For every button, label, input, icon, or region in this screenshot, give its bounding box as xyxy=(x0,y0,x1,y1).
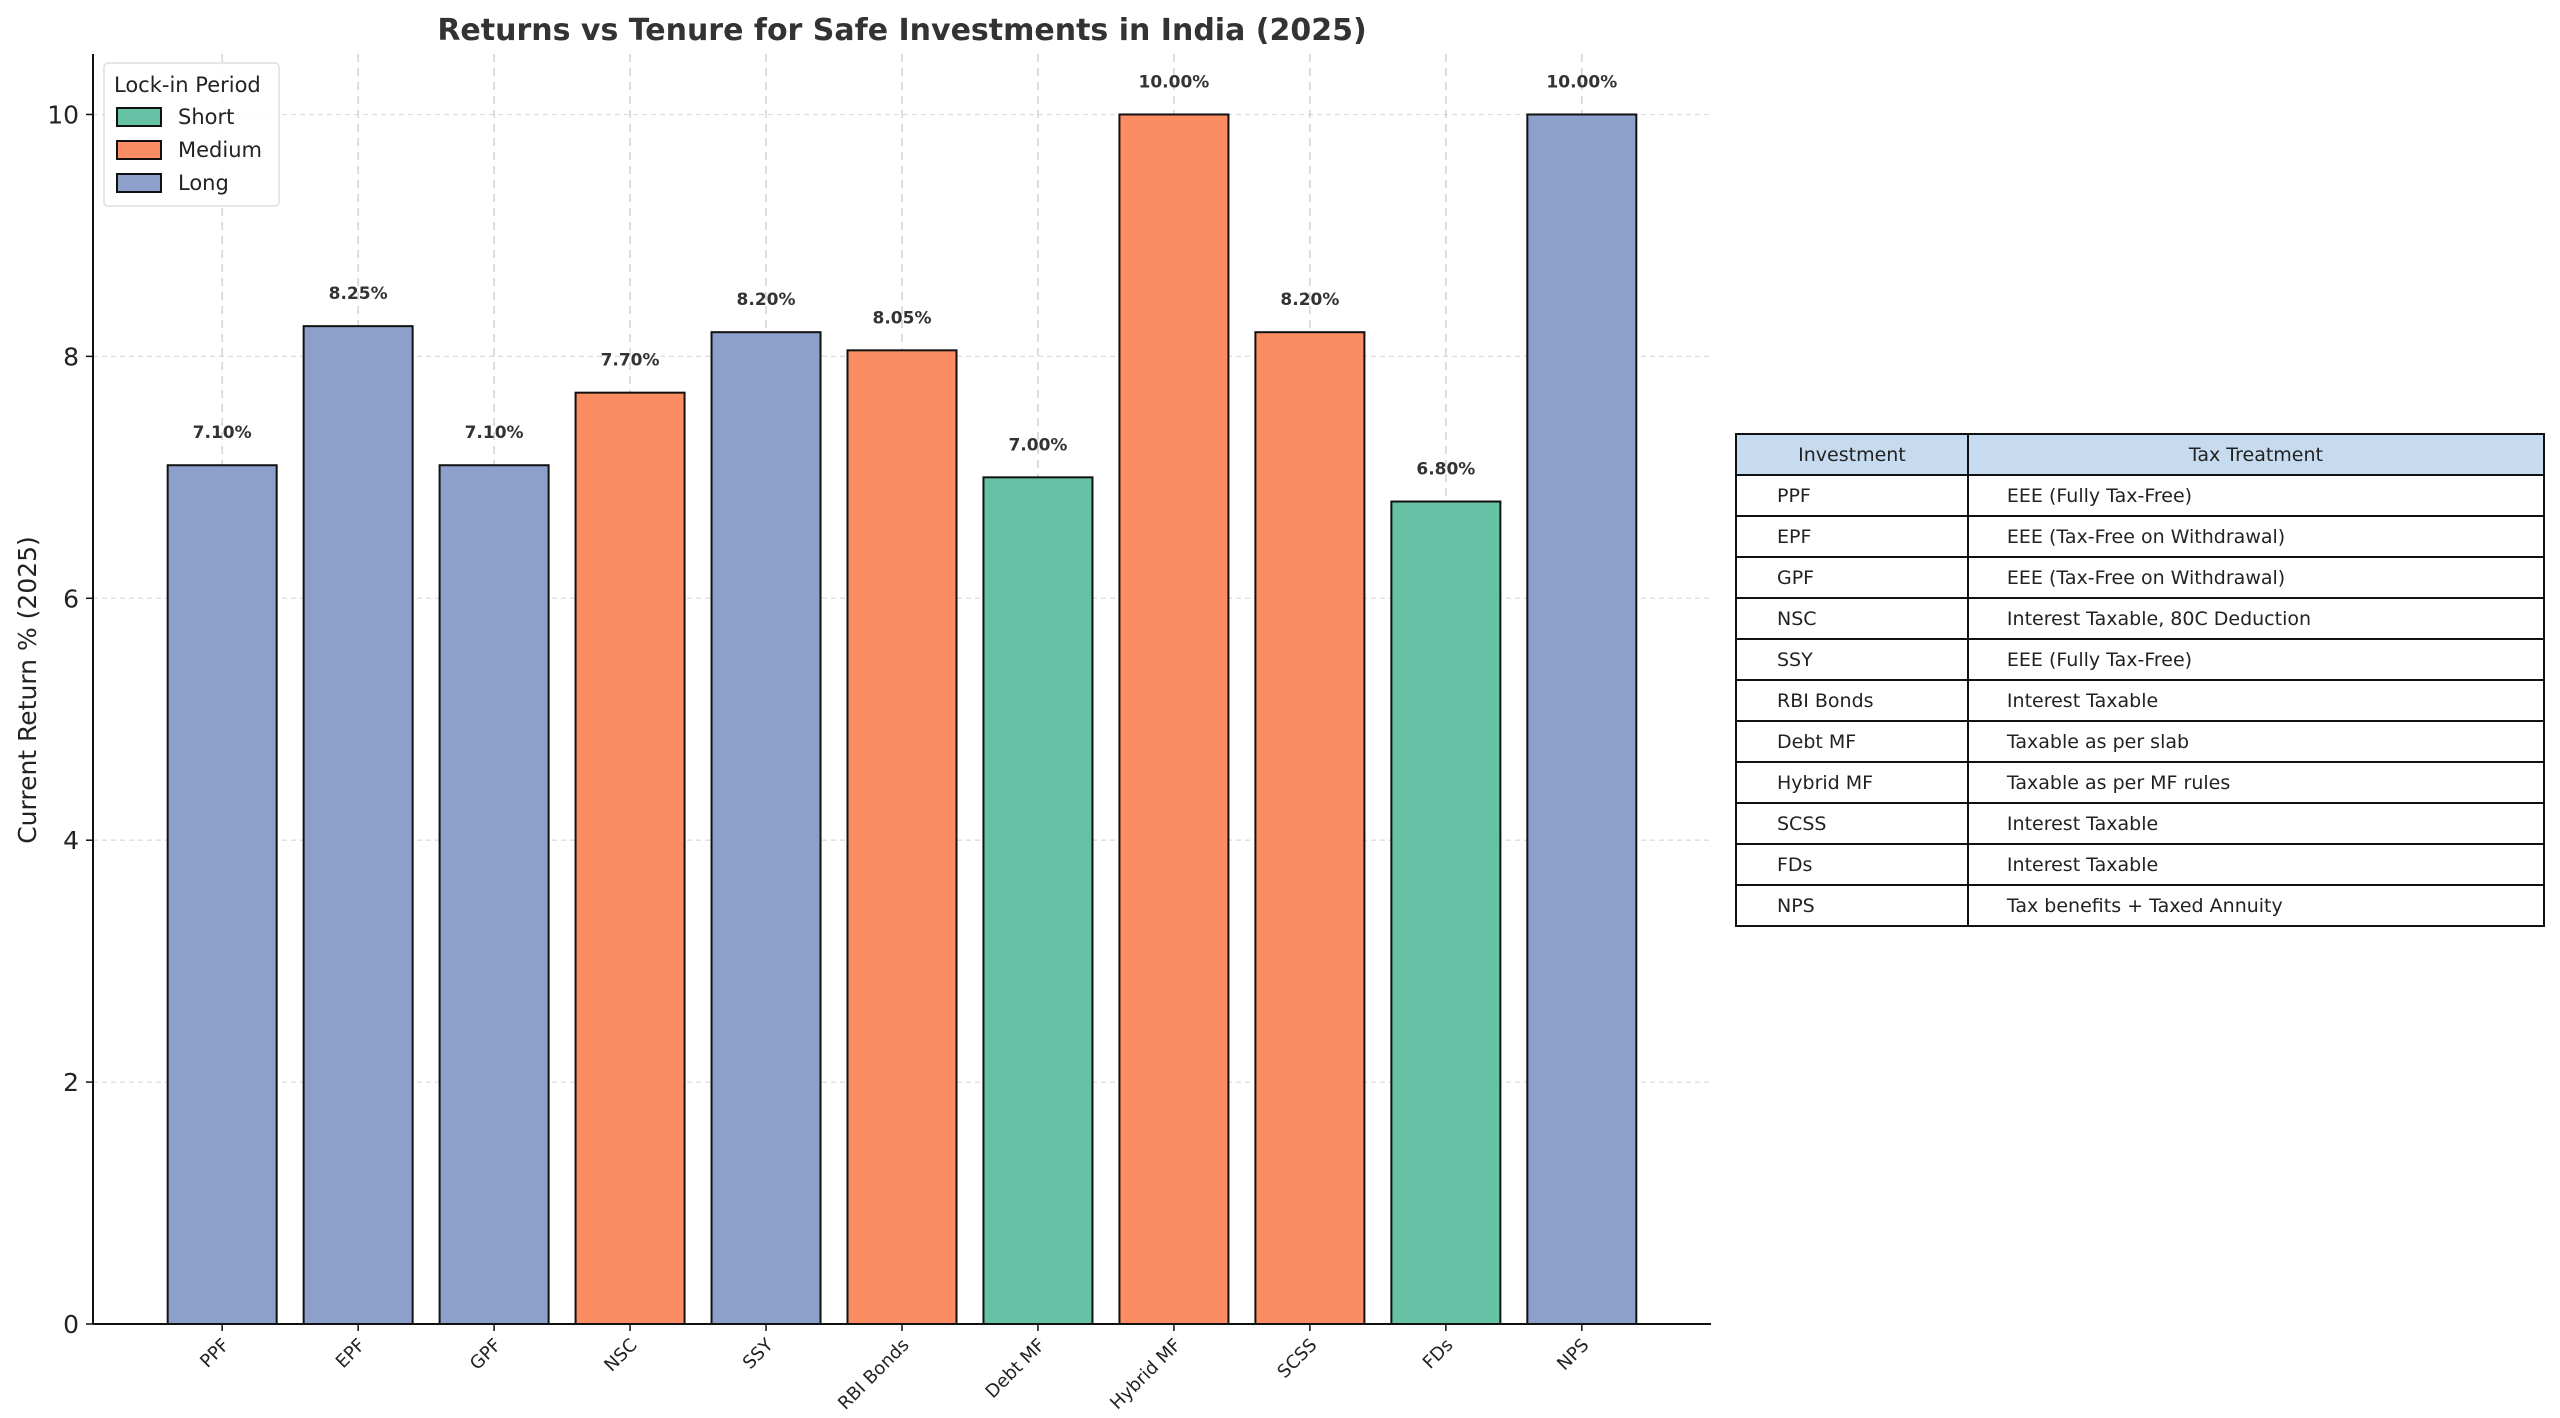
cell-tax-treatment: EEE (Tax-Free on Withdrawal) xyxy=(1966,515,2546,558)
bar-epf xyxy=(302,325,414,1325)
y-tick-label: 6 xyxy=(63,584,79,613)
table-row: Hybrid MF Taxable as per MF rules xyxy=(1735,761,2546,804)
data-label: 10.00% xyxy=(1546,72,1617,92)
legend-box xyxy=(103,62,280,207)
header-investment: Investment xyxy=(1735,433,1969,476)
header-tax-treatment: Tax Treatment xyxy=(1966,433,2546,476)
bar-chart: 7.10% PPF 8.25% EPF 7.10% GPF 7.70% NSC 8.20% SSY… xyxy=(13,13,1711,1415)
legend-label-long: Long xyxy=(178,171,229,195)
table-row: SCSS Interest Taxable xyxy=(1735,802,2546,845)
bar-rbi-bonds xyxy=(846,349,958,1326)
table-row: FDs Interest Taxable xyxy=(1735,843,2546,886)
cell-investment: PPF xyxy=(1735,474,1969,517)
cell-tax-treatment: Interest Taxable, 80C Deduction xyxy=(1966,597,2546,640)
table-row: PPF EEE (Fully Tax-Free) xyxy=(1735,474,2546,517)
tax-treatment-table: Investment Tax Treatment PPF EEE (Fully T… xyxy=(1735,433,2546,927)
data-label: 6.80% xyxy=(1416,460,1475,480)
x-tick-label: GPF xyxy=(466,1335,506,1375)
cell-investment: SSY xyxy=(1735,638,1969,681)
cell-tax-treatment: EEE (Fully Tax-Free) xyxy=(1966,638,2546,681)
bar-nps xyxy=(1526,113,1638,1325)
x-tick-label: Hybrid MF xyxy=(1106,1335,1185,1414)
table-row: Debt MF Taxable as per slab xyxy=(1735,720,2546,763)
bar-fds xyxy=(1390,500,1502,1325)
cell-tax-treatment: EEE (Tax-Free on Withdrawal) xyxy=(1966,556,2546,599)
x-tick-label: EPF xyxy=(332,1335,370,1373)
cell-investment: Debt MF xyxy=(1735,720,1969,763)
bar-ssy xyxy=(710,331,822,1325)
x-tick-label: SSY xyxy=(739,1334,778,1373)
cell-investment: NSC xyxy=(1735,597,1969,640)
y-tick-label: 4 xyxy=(63,826,79,855)
x-tick-label: FDs xyxy=(1419,1335,1458,1374)
data-label: 7.70% xyxy=(601,351,660,371)
legend-swatch-short xyxy=(116,107,162,127)
legend-swatch-medium xyxy=(116,140,162,160)
y-tick-label: 2 xyxy=(63,1068,79,1097)
cell-investment: EPF xyxy=(1735,515,1969,558)
y-axis-label: Current Return % (2025) xyxy=(13,536,42,844)
data-label: 7.10% xyxy=(465,423,524,443)
bar-hybrid-mf xyxy=(1118,113,1230,1325)
table-row: SSY EEE (Fully Tax-Free) xyxy=(1735,638,2546,681)
table-row: RBI Bonds Interest Taxable xyxy=(1735,679,2546,722)
data-label: 7.00% xyxy=(1008,435,1067,455)
bar-nsc xyxy=(574,391,686,1325)
x-tick-label: RBI Bonds xyxy=(834,1335,914,1415)
data-label: 8.25% xyxy=(329,284,388,304)
data-label: 8.05% xyxy=(873,308,932,328)
data-label: 10.00% xyxy=(1139,72,1210,92)
table-row: EPF EEE (Tax-Free on Withdrawal) xyxy=(1735,515,2546,558)
legend-swatch-long xyxy=(116,173,162,193)
y-tick-label: 8 xyxy=(63,342,79,371)
cell-tax-treatment: EEE (Fully Tax-Free) xyxy=(1966,474,2546,517)
cell-investment: FDs xyxy=(1735,843,1969,886)
x-tick-label: Debt MF xyxy=(982,1335,1050,1403)
bar-debt-mf xyxy=(982,476,1094,1326)
chart-title: Returns vs Tenure for Safe Investments i… xyxy=(437,13,1366,48)
bar-ppf xyxy=(166,464,278,1325)
cell-tax-treatment: Taxable as per MF rules xyxy=(1966,761,2546,804)
cell-investment: RBI Bonds xyxy=(1735,679,1969,722)
cell-investment: NPS xyxy=(1735,884,1969,927)
cell-investment: SCSS xyxy=(1735,802,1969,845)
x-tick-label: PPF xyxy=(196,1335,234,1373)
cell-tax-treatment: Tax benefits + Taxed Annuity xyxy=(1966,884,2546,927)
legend-label-medium: Medium xyxy=(178,138,262,162)
table-row: NPS Tax benefits + Taxed Annuity xyxy=(1735,884,2546,927)
table-row: NSC Interest Taxable, 80C Deduction xyxy=(1735,597,2546,640)
cell-tax-treatment: Interest Taxable xyxy=(1966,802,2546,845)
cell-tax-treatment: Interest Taxable xyxy=(1966,679,2546,722)
data-label: 7.10% xyxy=(193,423,252,443)
x-tick-label: NPS xyxy=(1553,1335,1593,1375)
cell-tax-treatment: Taxable as per slab xyxy=(1966,720,2546,763)
legend-label-short: Short xyxy=(178,105,234,129)
data-label: 8.20% xyxy=(737,290,796,310)
x-tick-label: NSC xyxy=(600,1335,641,1376)
table-row: GPF EEE (Tax-Free on Withdrawal) xyxy=(1735,556,2546,599)
x-tick-label: SCSS xyxy=(1273,1335,1321,1383)
y-tick-label: 0 xyxy=(63,1310,79,1339)
cell-investment: GPF xyxy=(1735,556,1969,599)
y-tick-label: 10 xyxy=(47,100,79,129)
data-label: 8.20% xyxy=(1280,290,1339,310)
bar-gpf xyxy=(438,464,550,1325)
table-header-row: Investment Tax Treatment xyxy=(1735,433,2546,476)
legend-title: Lock-in Period xyxy=(114,73,261,97)
cell-investment: Hybrid MF xyxy=(1735,761,1969,804)
bar-scss xyxy=(1254,331,1366,1325)
cell-tax-treatment: Interest Taxable xyxy=(1966,843,2546,886)
